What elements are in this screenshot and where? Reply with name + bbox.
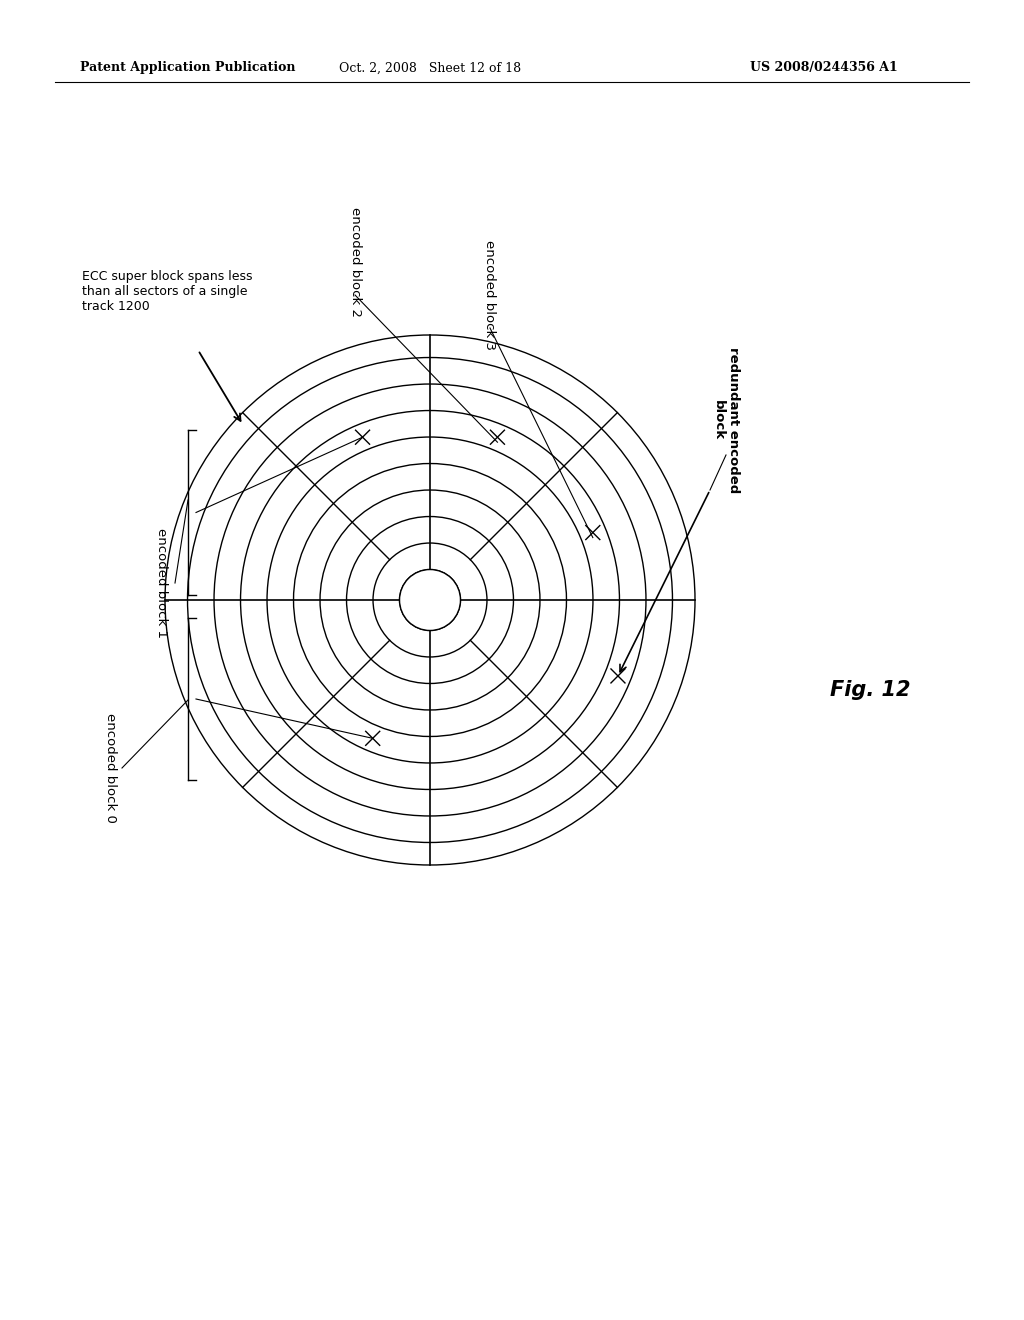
Text: encoded block 0: encoded block 0	[103, 713, 117, 822]
Text: Fig. 12: Fig. 12	[829, 680, 910, 700]
Text: ECC super block spans less
than all sectors of a single
track 1200: ECC super block spans less than all sect…	[82, 271, 253, 313]
Text: encoded block 3: encoded block 3	[483, 240, 497, 350]
Text: US 2008/0244356 A1: US 2008/0244356 A1	[750, 62, 898, 74]
Circle shape	[399, 569, 461, 631]
Text: Patent Application Publication: Patent Application Publication	[80, 62, 296, 74]
Text: Oct. 2, 2008   Sheet 12 of 18: Oct. 2, 2008 Sheet 12 of 18	[339, 62, 521, 74]
Text: encoded block 1: encoded block 1	[156, 528, 169, 638]
Text: encoded block 2: encoded block 2	[348, 207, 361, 317]
Text: redundant encoded
block: redundant encoded block	[712, 347, 740, 494]
